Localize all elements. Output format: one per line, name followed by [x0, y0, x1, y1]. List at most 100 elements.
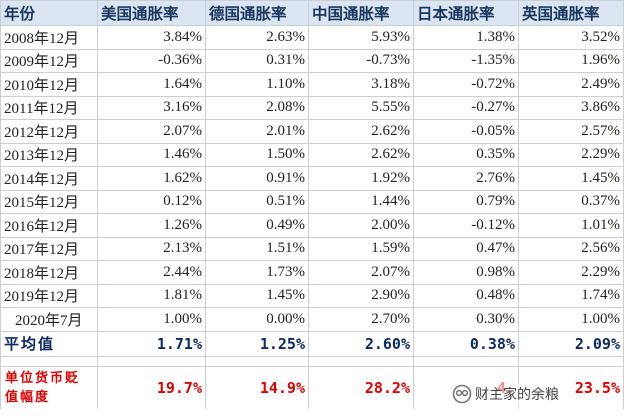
row-date: 2013年12月	[0, 142, 98, 167]
row-date: 2008年12月	[0, 25, 98, 50]
row-value: 3.86%	[518, 95, 624, 120]
header-row: 年份 美国通胀率 德国通胀率 中国通胀率 日本通胀率 英国通胀率	[0, 0, 624, 26]
header-year: 年份	[0, 0, 98, 26]
row-date: 2017年12月	[0, 236, 98, 261]
table-row: 2012年12月 2.07% 2.01% 2.62% -0.05% 2.57%	[0, 119, 624, 144]
spacer-cell	[97, 355, 206, 367]
spacer-cell	[308, 355, 414, 367]
table-row: 2017年12月 2.13% 1.51% 1.59% 0.47% 2.56%	[0, 236, 624, 261]
row-value: 0.31%	[205, 48, 309, 73]
row-value: 3.18%	[308, 72, 414, 97]
row-value: 1.38%	[413, 25, 519, 50]
header-uk: 英国通胀率	[518, 0, 624, 26]
average-value: 2.09%	[518, 330, 624, 357]
row-value: 1.62%	[97, 166, 206, 191]
row-date: 2016年12月	[0, 213, 98, 238]
spacer-cell	[0, 355, 98, 367]
row-value: 2.01%	[205, 119, 309, 144]
depreciation-value: 28.2%	[308, 365, 414, 409]
row-value: -0.05%	[413, 119, 519, 144]
depreciation-label: 单位货币贬值幅度	[0, 365, 98, 409]
row-date: 2011年12月	[0, 95, 98, 120]
row-value: 0.12%	[97, 189, 206, 214]
row-value: -0.12%	[413, 213, 519, 238]
spacer-row	[0, 355, 624, 367]
row-value: 2.62%	[308, 142, 414, 167]
row-value: 0.30%	[413, 307, 519, 332]
row-value: 1.00%	[97, 307, 206, 332]
row-value: 2.00%	[308, 213, 414, 238]
row-value: 2.56%	[518, 236, 624, 261]
row-value: -0.73%	[308, 48, 414, 73]
row-value: 2.07%	[308, 260, 414, 285]
header-de: 德国通胀率	[205, 0, 309, 26]
depreciation-value: 14.9%	[205, 365, 309, 409]
row-value: 1.73%	[205, 260, 309, 285]
table-row: 2013年12月 1.46% 1.50% 2.62% 0.35% 2.29%	[0, 142, 624, 167]
row-value: 1.64%	[97, 72, 206, 97]
row-date: 2010年12月	[0, 72, 98, 97]
average-value: 2.60%	[308, 330, 414, 357]
row-value: 1.00%	[518, 307, 624, 332]
row-value: 2.44%	[97, 260, 206, 285]
row-value: -0.27%	[413, 95, 519, 120]
row-value: 2.70%	[308, 307, 414, 332]
row-value: 0.98%	[413, 260, 519, 285]
row-value: 1.45%	[205, 283, 309, 308]
row-value: 2.08%	[205, 95, 309, 120]
table-row: 2011年12月 3.16% 2.08% 5.55% -0.27% 3.86%	[0, 95, 624, 120]
row-value: 2.07%	[97, 119, 206, 144]
watermark-text: 财主家的余粮	[475, 387, 559, 403]
average-value: 0.38%	[413, 330, 519, 357]
row-value: -0.36%	[97, 48, 206, 73]
row-value: 1.92%	[308, 166, 414, 191]
row-value: 2.76%	[413, 166, 519, 191]
wechat-channel-icon	[452, 384, 472, 404]
average-value: 1.71%	[97, 330, 206, 357]
average-row: 平均值 1.71% 1.25% 2.60% 0.38% 2.09%	[0, 330, 624, 357]
row-value: 0.51%	[205, 189, 309, 214]
row-value: 1.46%	[97, 142, 206, 167]
table-row: 2018年12月 2.44% 1.73% 2.07% 0.98% 2.29%	[0, 260, 624, 285]
inflation-table: 年份 美国通胀率 德国通胀率 中国通胀率 日本通胀率 英国通胀率 2008年12…	[0, 0, 624, 409]
row-value: 1.50%	[205, 142, 309, 167]
average-label: 平均值	[0, 330, 98, 357]
table-row: 2010年12月 1.64% 1.10% 3.18% -0.72% 2.49%	[0, 72, 624, 97]
row-value: 2.29%	[518, 142, 624, 167]
row-value: 1.44%	[308, 189, 414, 214]
row-value: 0.79%	[413, 189, 519, 214]
row-value: 0.47%	[413, 236, 519, 261]
row-value: -0.72%	[413, 72, 519, 97]
row-value: 1.59%	[308, 236, 414, 261]
row-value: 0.00%	[205, 307, 309, 332]
row-value: 1.10%	[205, 72, 309, 97]
header-cn: 中国通胀率	[308, 0, 414, 26]
row-value: 0.37%	[518, 189, 624, 214]
row-value: -1.35%	[413, 48, 519, 73]
row-value: 0.35%	[413, 142, 519, 167]
spacer-cell	[518, 355, 624, 367]
row-value: 1.96%	[518, 48, 624, 73]
row-value: 0.49%	[205, 213, 309, 238]
row-value: 5.55%	[308, 95, 414, 120]
table-row: 2014年12月 1.62% 0.91% 1.92% 2.76% 1.45%	[0, 166, 624, 191]
row-value: 1.51%	[205, 236, 309, 261]
row-date: 2018年12月	[0, 260, 98, 285]
row-value: 3.52%	[518, 25, 624, 50]
table-row: 2015年12月 0.12% 0.51% 1.44% 0.79% 0.37%	[0, 189, 624, 214]
row-date: 2012年12月	[0, 119, 98, 144]
row-value: 1.74%	[518, 283, 624, 308]
row-value: 1.81%	[97, 283, 206, 308]
table-row: 2019年12月 1.81% 1.45% 2.90% 0.48% 1.74%	[0, 283, 624, 308]
row-date: 2019年12月	[0, 283, 98, 308]
table-row: 2009年12月 -0.36% 0.31% -0.73% -1.35% 1.96%	[0, 48, 624, 73]
row-date: 2020年7月	[0, 307, 98, 332]
row-value: 0.48%	[413, 283, 519, 308]
header-jp: 日本通胀率	[413, 0, 519, 26]
row-value: 1.26%	[97, 213, 206, 238]
row-value: 2.63%	[205, 25, 309, 50]
row-value: 2.57%	[518, 119, 624, 144]
row-date: 2015年12月	[0, 189, 98, 214]
row-value: 2.49%	[518, 72, 624, 97]
